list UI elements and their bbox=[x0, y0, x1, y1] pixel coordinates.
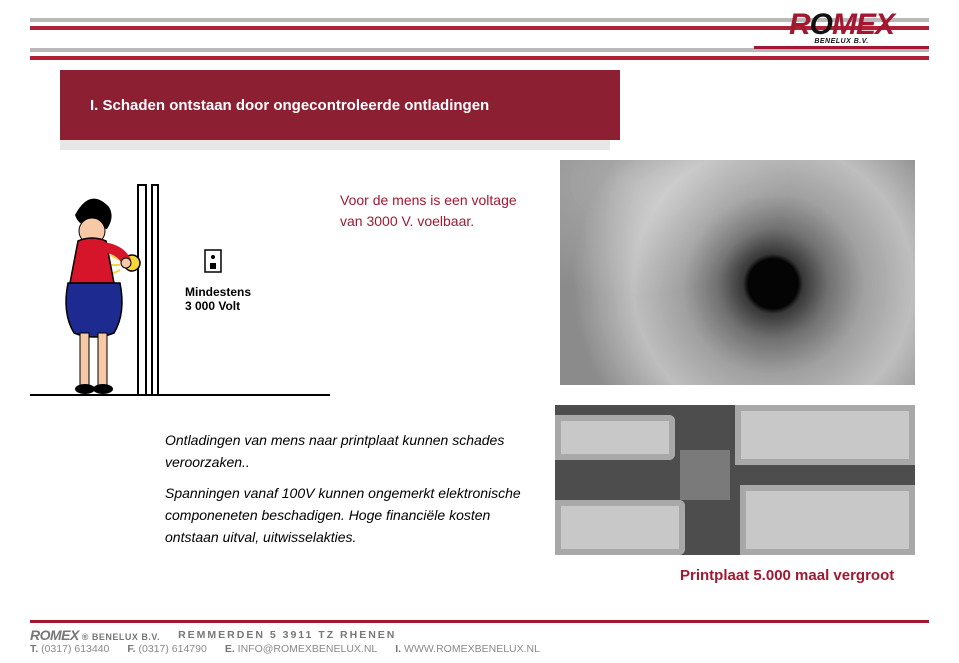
body-paragraphs: Ontladingen van mens naar printplaat kun… bbox=[165, 430, 535, 548]
title-text: I. Schaden ontstaan door ongecontroleerd… bbox=[90, 97, 489, 114]
doorknob-illustration: Mindestens 3 000 Volt bbox=[30, 175, 330, 435]
footer-tel-value: (0317) 613440 bbox=[41, 643, 109, 655]
illustration-caption-line1: Mindestens bbox=[185, 285, 251, 299]
footer-fax-label: F. bbox=[127, 643, 135, 655]
footer-tel: T. (0317) 613440 bbox=[30, 643, 109, 655]
body-para-2: Spanningen vanaf 100V kunnen ongemerkt e… bbox=[165, 483, 535, 548]
logo-subline: BENELUX B.V. bbox=[754, 38, 929, 45]
footer-row-1: ROMEX ® BENELUX B.V. REMMERDEN 5 3911 TZ… bbox=[30, 627, 929, 643]
footer-email: E. INFO@ROMEXBENELUX.NL bbox=[225, 643, 377, 655]
footer-fax: F. (0317) 614790 bbox=[127, 643, 206, 655]
logo-part2: MEX bbox=[832, 8, 894, 41]
footer: ROMEX ® BENELUX B.V. REMMERDEN 5 3911 TZ… bbox=[30, 620, 929, 655]
footer-brand: ROMEX bbox=[30, 627, 79, 643]
chip-trace bbox=[680, 450, 730, 500]
chip-trace bbox=[555, 500, 685, 555]
footer-row-2: T. (0317) 613440 F. (0317) 614790 E. INF… bbox=[30, 643, 929, 655]
brand-logo: ROMEX BENELUX B.V. bbox=[754, 10, 929, 49]
logo-text: ROMEX bbox=[754, 10, 929, 40]
logo-part1: R bbox=[789, 8, 810, 41]
chip-trace bbox=[740, 485, 915, 555]
sem-crater-image bbox=[560, 160, 915, 385]
sem-chip-image bbox=[555, 405, 915, 555]
footer-fax-value: (0317) 614790 bbox=[139, 643, 207, 655]
footer-brand-suffix: ® BENELUX B.V. bbox=[82, 632, 160, 642]
chip-trace bbox=[555, 415, 675, 460]
footer-web: I. WWW.ROMEXBENELUX.NL bbox=[395, 643, 540, 655]
logo-underline bbox=[754, 46, 929, 49]
intro-paragraph: Voor de mens is een voltage van 3000 V. … bbox=[340, 190, 540, 232]
slide-page: ROMEX BENELUX B.V. I. Schaden ontstaan d… bbox=[0, 0, 959, 663]
footer-address: REMMERDEN 5 3911 TZ RHENEN bbox=[178, 629, 396, 641]
illustration-caption-line2: 3 000 Volt bbox=[185, 299, 251, 313]
header-stripe-red-2 bbox=[30, 56, 929, 60]
footer-line bbox=[30, 620, 929, 623]
chip-caption: Printplaat 5.000 maal vergroot bbox=[680, 565, 930, 586]
illustration-caption: Mindestens 3 000 Volt bbox=[185, 285, 251, 314]
footer-email-value: INFO@ROMEXBENELUX.NL bbox=[238, 643, 378, 655]
footer-email-label: E. bbox=[225, 643, 235, 655]
footer-web-value: WWW.ROMEXBENELUX.NL bbox=[404, 643, 540, 655]
footer-web-label: I. bbox=[395, 643, 401, 655]
footer-brand-block: ROMEX ® BENELUX B.V. bbox=[30, 627, 160, 643]
footer-tel-label: T. bbox=[30, 643, 38, 655]
body-para-1: Ontladingen van mens naar printplaat kun… bbox=[165, 430, 535, 473]
logo-o: O bbox=[810, 8, 832, 41]
title-banner: I. Schaden ontstaan door ongecontroleerd… bbox=[60, 70, 620, 140]
chip-trace bbox=[735, 405, 915, 465]
